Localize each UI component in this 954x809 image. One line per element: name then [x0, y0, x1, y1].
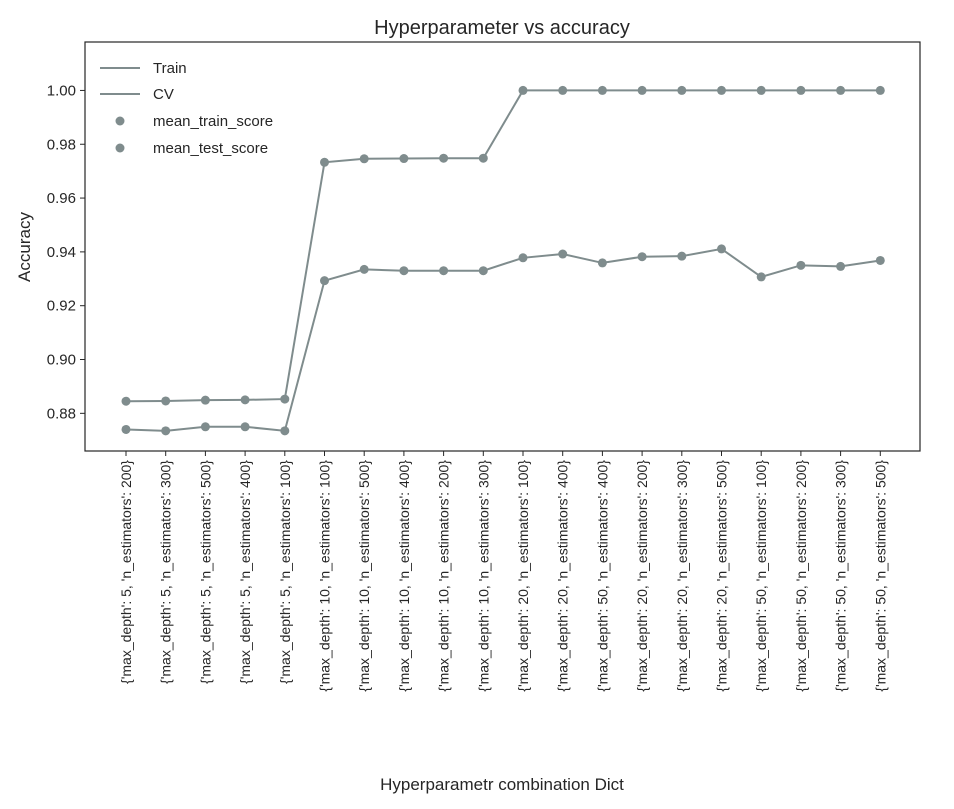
x-tick-label: {'max_depth': 5, 'n_estimators': 500}	[197, 460, 213, 684]
x-tick-label: {'max_depth': 5, 'n_estimators': 100}	[277, 460, 293, 684]
point-mean_train_score	[240, 395, 250, 405]
legend: Train CV mean_train_score mean_test_score	[100, 60, 273, 157]
axes-frame	[84, 41, 921, 452]
x-tick-label: {'max_depth': 50, 'n_estimators': 500}	[872, 460, 888, 692]
point-mean_train_score	[161, 396, 171, 406]
point-mean_train_score	[597, 85, 607, 95]
point-mean_train_score	[717, 85, 726, 95]
x-tick-label: {'max_depth': 5, 'n_estimators': 400}	[237, 460, 253, 684]
point-mean_test_score	[518, 253, 528, 263]
point-mean_test_score	[399, 266, 409, 276]
x-tick-label: {'max_depth': 50, 'n_estimators': 400}	[594, 460, 610, 692]
x-tick-label: {'max_depth': 10, 'n_estimators': 100}	[317, 460, 333, 692]
point-mean_test_score	[200, 422, 210, 432]
point-mean_test_score	[875, 255, 885, 265]
x-tick-label: {'max_depth': 10, 'n_estimators': 400}	[396, 460, 412, 692]
point-mean_test_score	[756, 272, 766, 282]
point-mean_train_score	[677, 85, 687, 95]
x-tick-label: {'max_depth': 20, 'n_estimators': 500}	[714, 460, 730, 692]
x-tick-label: {'max_depth': 20, 'n_estimators': 200}	[634, 460, 650, 692]
point-mean_train_score	[796, 85, 806, 95]
x-axis-label: Hyperparametr combination Dict	[380, 775, 624, 794]
x-tick-label: {'max_depth': 50, 'n_estimators': 200}	[793, 460, 809, 692]
point-mean_train_score	[359, 154, 369, 164]
point-mean_train_score	[478, 153, 488, 163]
point-mean_test_score	[677, 251, 687, 261]
series-line-cv	[125, 247, 881, 432]
y-axis-label: Accuracy	[15, 212, 34, 282]
point-mean_test_score	[597, 258, 607, 268]
point-mean_train_score	[518, 85, 528, 95]
point-mean_test_score	[161, 426, 171, 436]
x-tick-label: {'max_depth': 20, 'n_estimators': 400}	[555, 460, 571, 692]
point-mean_train_score	[558, 85, 568, 95]
point-mean_train_score	[320, 157, 329, 167]
point-mean_train_score	[200, 395, 210, 405]
legend-label: CV	[153, 86, 174, 103]
point-mean_train_score	[756, 85, 766, 95]
x-tick-label: {'max_depth': 5, 'n_estimators': 200}	[118, 460, 134, 684]
legend-label: mean_train_score	[153, 113, 273, 130]
point-mean_test_score	[439, 266, 449, 276]
point-mean_test_score	[717, 244, 726, 254]
point-mean_test_score	[478, 266, 488, 276]
x-tick-label: {'max_depth': 10, 'n_estimators': 500}	[356, 460, 372, 692]
plot-area: 0.88 0.90 0.92 0.94 0.96 0.98 1.00 {'max_depth'…	[47, 41, 921, 692]
point-mean_train_score	[875, 85, 885, 95]
x-tick-label: {'max_depth': 50, 'n_estimators': 300}	[833, 460, 849, 692]
point-mean_train_score	[399, 154, 409, 164]
point-mean_test_score	[558, 249, 568, 259]
legend-marker-swatch	[115, 116, 125, 126]
legend-label: Train	[153, 60, 187, 77]
y-tick-label: 0.90	[47, 352, 76, 369]
y-tick-label: 0.88	[47, 405, 76, 422]
legend-marker-swatch	[115, 143, 125, 153]
point-mean_test_score	[359, 264, 369, 274]
point-mean_train_score	[439, 153, 449, 163]
y-tick-label: 1.00	[47, 82, 76, 99]
point-mean_train_score	[121, 396, 131, 406]
point-mean_train_score	[836, 85, 846, 95]
point-mean_test_score	[836, 261, 846, 271]
x-tick-label: {'max_depth': 20, 'n_estimators': 300}	[674, 460, 690, 692]
point-mean_test_score	[320, 276, 329, 286]
point-mean_test_score	[121, 424, 131, 434]
x-tick-label: {'max_depth': 10, 'n_estimators': 300}	[475, 460, 491, 692]
chart-title: Hyperparameter vs accuracy	[374, 17, 630, 39]
y-tick-label: 0.98	[47, 136, 76, 153]
y-tick-label: 0.94	[47, 244, 76, 261]
point-mean_test_score	[796, 260, 806, 270]
x-tick-label: {'max_depth': 5, 'n_estimators': 300}	[158, 460, 174, 684]
point-mean_test_score	[637, 252, 647, 262]
point-mean_train_score	[280, 394, 290, 404]
legend-label: mean_test_score	[153, 140, 268, 157]
x-tick-label: {'max_depth': 10, 'n_estimators': 200}	[436, 460, 452, 692]
point-mean_test_score	[280, 426, 290, 436]
series-line-train	[125, 89, 881, 403]
point-mean_test_score	[240, 422, 250, 432]
x-tick-label: {'max_depth': 50, 'n_estimators': 100}	[753, 460, 769, 692]
x-tick-label: {'max_depth': 20, 'n_estimators': 100}	[515, 460, 531, 692]
y-tick-label: 0.92	[47, 298, 76, 315]
y-tick-label: 0.96	[47, 190, 76, 207]
point-mean_train_score	[637, 85, 647, 95]
